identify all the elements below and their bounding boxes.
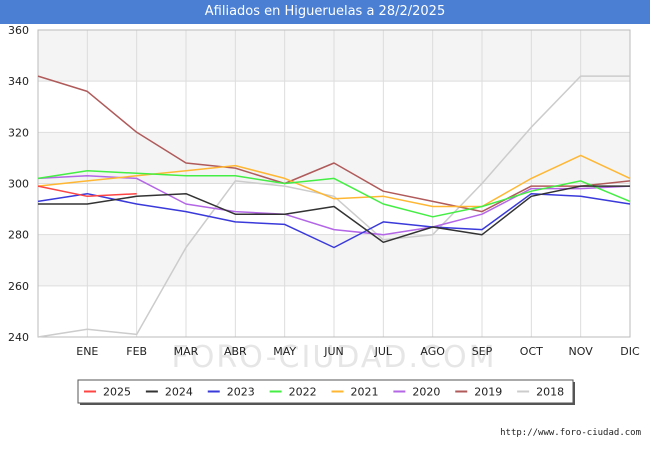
series-line-2019 bbox=[37, 75, 631, 213]
series-line-2020 bbox=[37, 175, 631, 236]
series-line-2025 bbox=[37, 185, 137, 198]
x-tick-label: FEB bbox=[126, 345, 147, 358]
x-tick-label: NOV bbox=[569, 345, 594, 358]
x-tick-label: MAY bbox=[273, 345, 296, 358]
x-tick-label: ENE bbox=[76, 345, 98, 358]
series-line-2022 bbox=[37, 169, 631, 218]
chart-title: Afiliados en Higueruelas a 28/2/2025 bbox=[204, 4, 446, 19]
y-tick-label: 340 bbox=[8, 75, 29, 88]
legend-label-2019: 2019 bbox=[474, 386, 502, 399]
source-url: http://www.foro-ciudad.com bbox=[500, 428, 641, 438]
series-line-2018 bbox=[37, 75, 630, 338]
y-tick-label: 300 bbox=[8, 178, 29, 191]
legend-label-2025: 2025 bbox=[103, 386, 131, 399]
legend-label-2018: 2018 bbox=[536, 386, 564, 399]
plot-border bbox=[37, 29, 631, 338]
y-tick-label: 240 bbox=[8, 331, 29, 344]
legend-label-2020: 2020 bbox=[412, 386, 440, 399]
legend-label-2021: 2021 bbox=[351, 386, 379, 399]
legend-label-2022: 2022 bbox=[289, 386, 317, 399]
series-line-2021 bbox=[37, 154, 631, 208]
series-line-2023 bbox=[37, 192, 631, 249]
x-tick-label: MAR bbox=[174, 345, 199, 358]
legend-box bbox=[77, 379, 574, 404]
legend-label-2024: 2024 bbox=[165, 386, 193, 399]
x-tick-label: SEP bbox=[472, 345, 493, 358]
series-line-2024 bbox=[38, 185, 630, 244]
x-tick-label: JUN bbox=[323, 345, 344, 358]
x-tick-label: AGO bbox=[420, 345, 445, 358]
watermark: FORO-CIUDAD.COM bbox=[172, 340, 497, 375]
x-tick-label: ABR bbox=[224, 345, 247, 358]
y-tick-label: 260 bbox=[8, 280, 29, 293]
y-tick-label: 280 bbox=[8, 229, 29, 242]
x-tick-label: JUL bbox=[374, 345, 393, 358]
title-bar bbox=[0, 0, 650, 24]
y-tick-label: 360 bbox=[8, 24, 29, 37]
legend-label-2023: 2023 bbox=[227, 386, 255, 399]
x-tick-label: DIC bbox=[620, 345, 640, 358]
x-tick-label: OCT bbox=[520, 345, 543, 358]
y-tick-label: 320 bbox=[8, 126, 29, 139]
